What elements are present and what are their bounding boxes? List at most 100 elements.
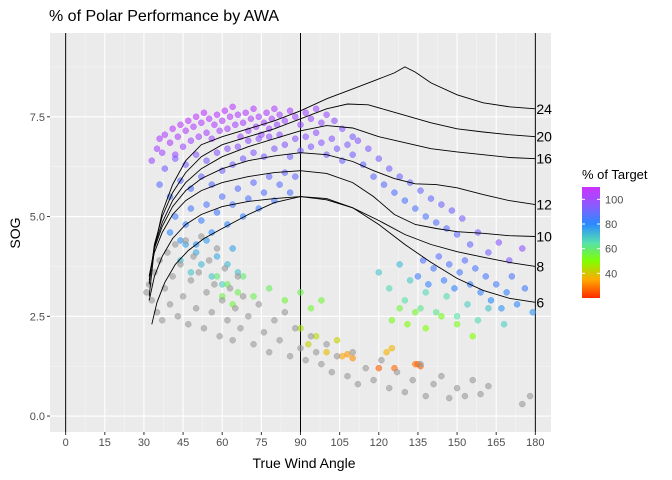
data-point: [466, 241, 474, 248]
data-point: [166, 301, 174, 308]
data-point: [349, 354, 356, 362]
data-point: [156, 135, 163, 142]
data-point: [190, 253, 197, 260]
data-point: [396, 261, 403, 268]
data-point: [158, 317, 166, 324]
data-point: [255, 135, 262, 142]
scatter-points: [143, 103, 536, 408]
data-point: [474, 317, 482, 324]
data-point: [245, 195, 252, 202]
data-point: [307, 115, 315, 123]
data-point: [453, 384, 461, 392]
data-point: [185, 117, 192, 125]
data-point: [529, 309, 536, 316]
x-tick-label: 15: [99, 437, 111, 449]
data-point: [185, 321, 192, 328]
data-point: [459, 215, 466, 222]
data-point: [281, 309, 289, 316]
data-point: [245, 313, 252, 320]
data-point: [453, 313, 461, 320]
x-tick-label: 180: [526, 437, 544, 449]
data-point: [417, 305, 424, 312]
data-point: [182, 237, 189, 244]
data-point: [448, 207, 456, 214]
data-point: [148, 157, 156, 164]
data-point: [182, 127, 189, 135]
data-point: [443, 293, 450, 300]
data-point: [187, 269, 195, 276]
data-point: [412, 205, 419, 212]
data-point: [388, 317, 396, 324]
x-tick-label: 105: [330, 437, 348, 449]
data-point: [229, 336, 236, 344]
data-point: [276, 181, 283, 188]
data-point: [234, 273, 242, 280]
data-point: [203, 289, 210, 296]
data-point: [503, 289, 510, 296]
data-point: [195, 133, 202, 140]
legend-colorbar: [582, 187, 600, 298]
data-point: [281, 141, 289, 148]
data-point: [281, 297, 289, 304]
polar-curve-label-20: 20: [536, 129, 552, 145]
data-point: [401, 297, 409, 304]
x-tick-label: 45: [177, 437, 189, 449]
data-point: [472, 265, 479, 272]
data-point: [414, 273, 422, 280]
data-point: [485, 305, 492, 312]
data-point: [375, 269, 383, 276]
data-point: [500, 321, 508, 328]
chart-title: % of Polar Performance by AWA: [49, 8, 279, 25]
data-point: [354, 380, 362, 388]
data-point: [302, 109, 309, 117]
data-point: [469, 376, 476, 384]
data-point: [265, 133, 273, 140]
data-point: [498, 305, 505, 312]
polar-curve-20: [148, 103, 536, 285]
data-point: [203, 201, 210, 208]
data-point: [519, 400, 526, 408]
data-point: [242, 109, 249, 117]
data-point: [370, 173, 377, 180]
data-point: [297, 344, 304, 352]
data-point: [404, 321, 411, 328]
data-point: [208, 309, 216, 316]
data-point: [477, 390, 484, 398]
data-point: [265, 285, 273, 292]
data-point: [276, 336, 283, 344]
legend-tick-label: 60: [605, 244, 617, 256]
data-point: [213, 253, 221, 260]
y-tick-label: 0.0: [30, 411, 45, 423]
data-point: [218, 193, 226, 200]
data-point: [422, 325, 429, 332]
data-point: [250, 179, 257, 186]
data-point: [172, 241, 179, 248]
data-point: [412, 309, 419, 316]
data-point: [198, 261, 205, 268]
data-point: [213, 273, 221, 280]
data-point: [435, 253, 443, 260]
data-point: [203, 129, 210, 136]
x-tick-label: 30: [138, 437, 150, 449]
data-point: [192, 151, 200, 158]
data-point: [281, 169, 289, 176]
data-point: [169, 125, 176, 133]
data-point: [312, 105, 320, 113]
data-point: [344, 141, 351, 148]
data-point: [323, 340, 330, 348]
data-point: [260, 153, 268, 160]
data-point: [226, 285, 234, 292]
data-point: [495, 239, 503, 246]
data-point: [307, 143, 315, 150]
data-point: [409, 376, 416, 384]
data-point: [344, 372, 351, 380]
data-point: [166, 229, 174, 236]
data-point: [333, 352, 341, 360]
data-point: [250, 105, 257, 113]
legend-tick-label: 100: [605, 194, 623, 206]
polar-curve-16: [148, 125, 536, 281]
data-point: [229, 245, 236, 252]
data-point: [174, 313, 182, 320]
data-point: [260, 329, 268, 336]
data-point: [385, 285, 393, 292]
